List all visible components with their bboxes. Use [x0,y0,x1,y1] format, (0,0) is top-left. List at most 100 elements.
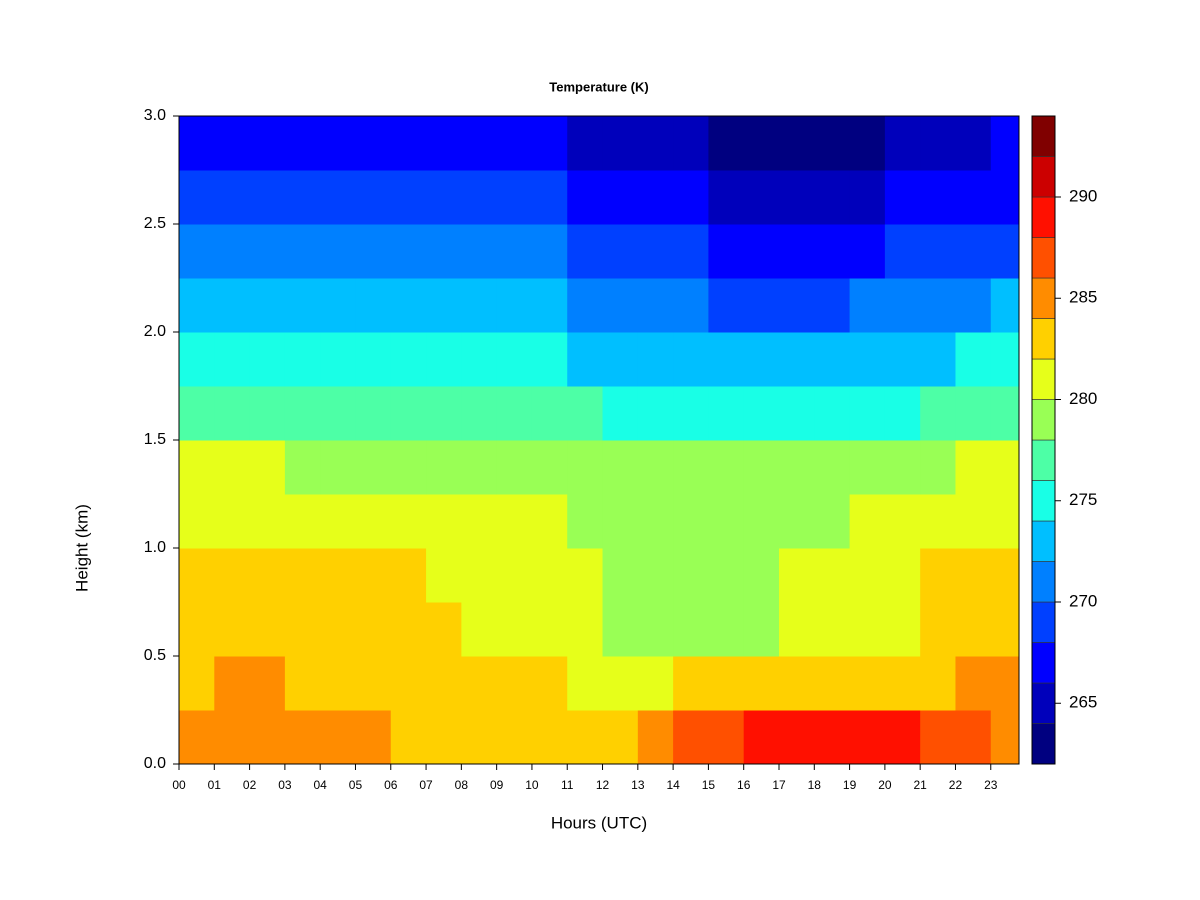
x-tick-label: 06 [384,778,398,792]
heat-cell [249,548,286,603]
heat-cell [320,170,356,225]
heat-cell [884,116,921,171]
heat-cell [990,386,1020,441]
heat-cell [249,656,286,711]
heat-cell [673,224,709,279]
heat-cell [708,170,745,225]
heat-cell [849,170,886,225]
heat-cell [673,656,709,711]
x-tick-label: 00 [172,778,186,792]
x-tick-label: 18 [808,778,822,792]
heat-cell [990,656,1020,711]
x-tick-label: 09 [490,778,504,792]
x-tick-label: 14 [666,778,680,792]
heat-cell [920,548,956,603]
heat-cell [779,710,815,765]
heat-cell [743,494,780,549]
heat-cell [743,440,780,495]
heat-cell [179,710,215,765]
heat-cell [179,494,215,549]
heat-cell [249,224,286,279]
heat-cell [320,278,356,333]
heat-cell [426,710,462,765]
colorbar-band [1031,156,1056,198]
heat-cell [602,278,639,333]
x-tick-label: 15 [702,778,716,792]
heat-cell [496,440,533,495]
heat-cell [531,656,568,711]
heat-cell [567,170,604,225]
heat-cell [355,656,392,711]
x-tick-label: 08 [455,778,469,792]
heat-cell [461,440,498,495]
x-tick-label: 17 [772,778,786,792]
heat-cell [637,332,674,387]
heat-cell [179,170,215,225]
heat-cell [708,494,745,549]
heat-cell [461,656,498,711]
heat-cell [637,170,674,225]
heat-cell [779,278,815,333]
heat-cell [779,170,815,225]
heat-cell [955,386,992,441]
heat-cell [637,548,674,603]
heat-cell [531,170,568,225]
heat-cell [496,602,533,657]
heat-cell [284,386,321,441]
heat-cell [355,548,392,603]
heat-cell [355,170,392,225]
heat-cell [814,332,851,387]
heat-cell [567,224,604,279]
heat-cell [920,278,956,333]
heat-cell [990,548,1020,603]
x-tick-label: 13 [631,778,645,792]
heat-cell [814,386,851,441]
heat-cell [990,710,1020,765]
x-tick-label: 04 [313,778,327,792]
heat-cell [708,224,745,279]
colorbar-band [1031,601,1056,643]
heat-cell [320,116,356,171]
heat-cell [179,116,215,171]
heat-cell [884,386,921,441]
heat-cell [461,710,498,765]
heat-cell [955,224,992,279]
heat-cell [531,494,568,549]
heat-cell [214,548,251,603]
heat-cell [320,332,356,387]
heat-cell [214,656,251,711]
heat-cell [531,278,568,333]
heat-cell [390,224,427,279]
y-tick-label: 1.0 [144,539,166,556]
heat-cell [426,278,462,333]
heat-cell [708,548,745,603]
heat-cell [567,494,604,549]
heat-cell [637,440,674,495]
heat-cell [708,278,745,333]
heat-cell [673,116,709,171]
heat-cell [355,440,392,495]
heat-cell [320,224,356,279]
heat-cell [920,170,956,225]
heat-cell [284,116,321,171]
x-tick-label: 21 [913,778,927,792]
heat-cell [390,440,427,495]
heat-cell [849,332,886,387]
heat-cell [390,170,427,225]
heat-cell [567,332,604,387]
heat-cell [920,602,956,657]
heat-cell [355,602,392,657]
heat-cell [673,602,709,657]
heat-cell [849,602,886,657]
heat-cell [849,548,886,603]
heat-cell [708,710,745,765]
heat-cell [426,548,462,603]
y-tick-label: 3.0 [144,107,166,124]
x-tick-label: 07 [419,778,433,792]
x-tick-label: 19 [843,778,857,792]
heat-cell [602,332,639,387]
heat-cell [355,224,392,279]
heat-cell [602,440,639,495]
heat-cell [849,656,886,711]
